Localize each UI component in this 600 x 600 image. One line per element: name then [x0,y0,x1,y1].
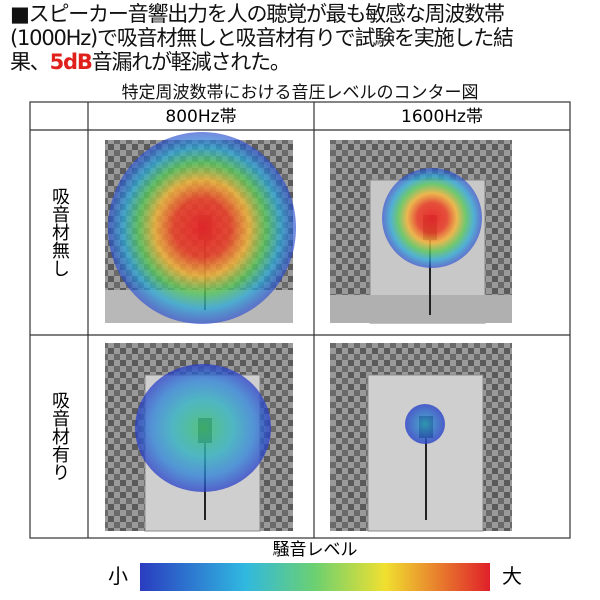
color-bar [140,563,490,591]
column-header: 1600Hz帯 [401,107,483,127]
row-header: 吸音材有り [49,391,70,481]
header-line: 果、5dB音漏れが軽減された。 [10,50,291,74]
photo [105,132,296,324]
header-text: 音漏れが軽減された。 [91,50,291,74]
photo [330,140,512,324]
photo [105,343,293,532]
header-line: (1000Hz)で吸音材無しと吸音材有りで試験を実施した結 [10,26,514,50]
table-grid [29,101,571,539]
header-line: ■スピーカー音響出力を人の聴覚が最も敏感な周波数帯 [10,2,505,26]
legend-max: 大 [502,564,522,588]
figure-title: 特定周波数帯における音圧レベルのコンター図 [121,83,479,103]
header-highlight: 5dB [49,50,93,74]
photo [330,343,512,532]
row-header: 吸音材無し [49,187,70,277]
legend-title: 騒音レベル [273,540,358,560]
legend-min: 小 [108,564,128,588]
header-text: 果、 [10,50,51,74]
column-header: 800Hz帯 [165,107,236,127]
